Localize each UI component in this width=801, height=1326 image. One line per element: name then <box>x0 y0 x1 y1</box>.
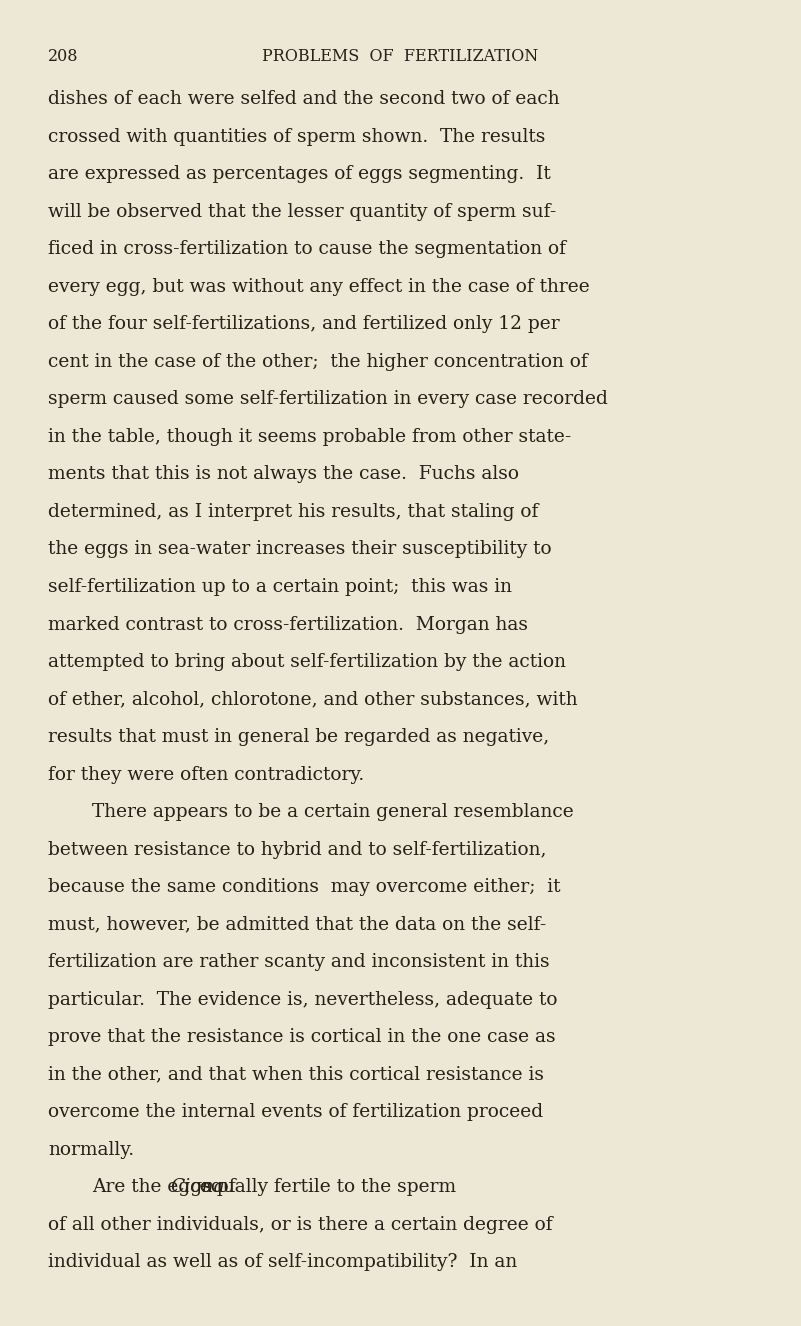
Text: ments that this is not always the case.  Fuchs also: ments that this is not always the case. … <box>48 465 519 484</box>
Text: Ciona: Ciona <box>170 1179 224 1196</box>
Text: prove that the resistance is cortical in the one case as: prove that the resistance is cortical in… <box>48 1028 556 1046</box>
Text: because the same conditions  may overcome either;  it: because the same conditions may overcome… <box>48 878 561 896</box>
Text: marked contrast to cross-fertilization.  Morgan has: marked contrast to cross-fertilization. … <box>48 615 528 634</box>
Text: individual as well as of self-incompatibility?  In an: individual as well as of self-incompatib… <box>48 1253 517 1272</box>
Text: the eggs in sea-water increases their susceptibility to: the eggs in sea-water increases their su… <box>48 541 552 558</box>
Text: overcome the internal events of fertilization proceed: overcome the internal events of fertiliz… <box>48 1103 543 1122</box>
Text: normally.: normally. <box>48 1140 135 1159</box>
Text: every egg, but was without any effect in the case of three: every egg, but was without any effect in… <box>48 277 590 296</box>
Text: of all other individuals, or is there a certain degree of: of all other individuals, or is there a … <box>48 1216 553 1235</box>
Text: determined, as I interpret his results, that staling of: determined, as I interpret his results, … <box>48 503 538 521</box>
Text: equally fertile to the sperm: equally fertile to the sperm <box>195 1179 457 1196</box>
Text: for they were often contradictory.: for they were often contradictory. <box>48 765 364 784</box>
Text: are expressed as percentages of eggs segmenting.  It: are expressed as percentages of eggs seg… <box>48 166 551 183</box>
Text: There appears to be a certain general resemblance: There appears to be a certain general re… <box>92 804 574 821</box>
Text: will be observed that the lesser quantity of sperm suf-: will be observed that the lesser quantit… <box>48 203 557 220</box>
Text: Are the eggs of: Are the eggs of <box>92 1179 242 1196</box>
Text: must, however, be admitted that the data on the self-: must, however, be admitted that the data… <box>48 916 546 934</box>
Text: sperm caused some self-fertilization in every case recorded: sperm caused some self-fertilization in … <box>48 390 608 408</box>
Text: between resistance to hybrid and to self-fertilization,: between resistance to hybrid and to self… <box>48 841 546 859</box>
Text: in the other, and that when this cortical resistance is: in the other, and that when this cortica… <box>48 1066 544 1083</box>
Text: dishes of each were selfed and the second two of each: dishes of each were selfed and the secon… <box>48 90 560 109</box>
Text: fertilization are rather scanty and inconsistent in this: fertilization are rather scanty and inco… <box>48 953 549 971</box>
Text: in the table, though it seems probable from other state-: in the table, though it seems probable f… <box>48 428 571 446</box>
Text: crossed with quantities of sperm shown.  The results: crossed with quantities of sperm shown. … <box>48 127 545 146</box>
Text: of the four self-fertilizations, and fertilized only 12 per: of the four self-fertilizations, and fer… <box>48 316 560 333</box>
Text: 208: 208 <box>48 48 78 65</box>
Text: results that must in general be regarded as negative,: results that must in general be regarded… <box>48 728 549 747</box>
Text: cent in the case of the other;  the higher concentration of: cent in the case of the other; the highe… <box>48 353 588 371</box>
Text: attempted to bring about self-fertilization by the action: attempted to bring about self-fertilizat… <box>48 652 566 671</box>
Text: of ether, alcohol, chlorotone, and other substances, with: of ether, alcohol, chlorotone, and other… <box>48 691 578 708</box>
Text: particular.  The evidence is, nevertheless, adequate to: particular. The evidence is, nevertheles… <box>48 991 557 1009</box>
Text: PROBLEMS  OF  FERTILIZATION: PROBLEMS OF FERTILIZATION <box>263 48 538 65</box>
Text: self-fertilization up to a certain point;  this was in: self-fertilization up to a certain point… <box>48 578 512 595</box>
Text: ficed in cross-fertilization to cause the segmentation of: ficed in cross-fertilization to cause th… <box>48 240 566 259</box>
